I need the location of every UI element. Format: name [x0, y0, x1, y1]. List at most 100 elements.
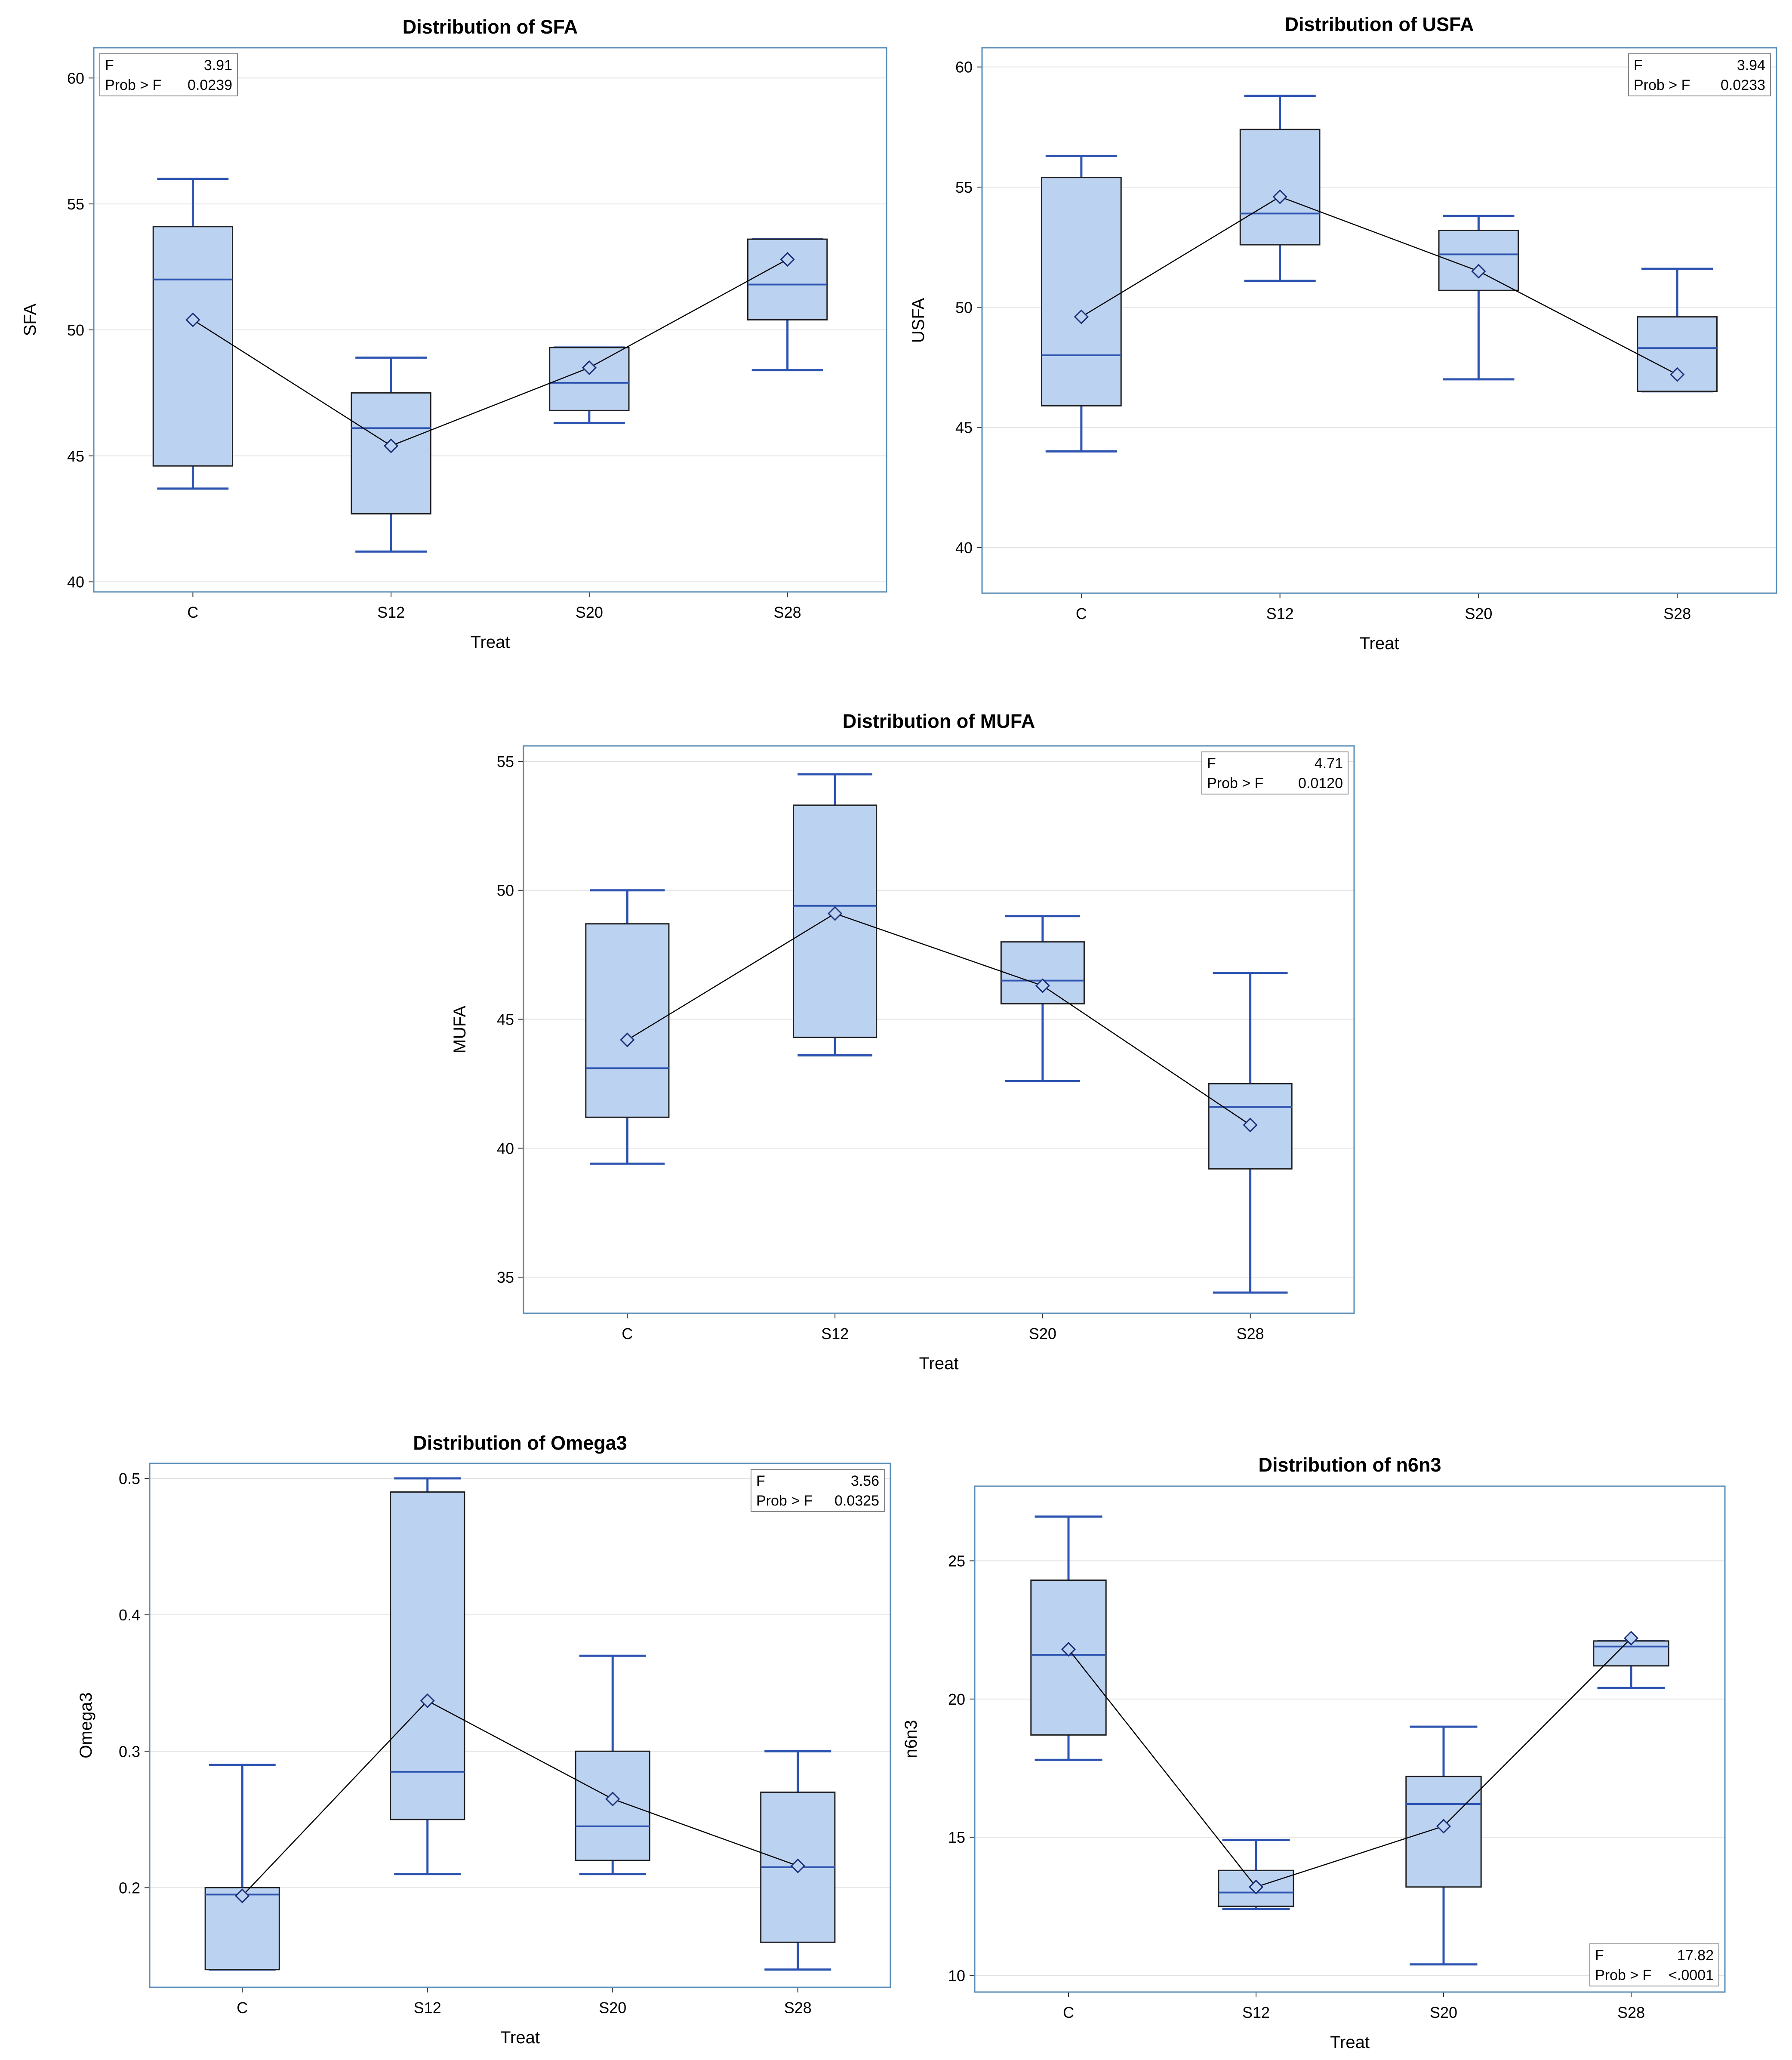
y-axis-label: Omega3: [77, 1692, 95, 1758]
x-tick-label: S12: [1266, 605, 1294, 622]
chart-sfa: Distribution of SFA 40 45 50 55 60 C S12 S20 S28 T…: [21, 16, 887, 652]
box-C: [152, 178, 234, 490]
chart-title: Distribution of SFA: [403, 16, 578, 38]
y-tick-label: 55: [67, 195, 84, 213]
chart-omega3: Distribution of Omega3 0.2 0.3 0.4 0.5 C S12 S2…: [77, 1432, 891, 2047]
iqr-box: [1239, 129, 1321, 246]
plot-frame: [974, 1485, 1726, 1993]
chart-title: Distribution of MUFA: [843, 710, 1035, 732]
prob-label: Prob > F: [1634, 77, 1690, 93]
mean-marker: [620, 1032, 635, 1047]
mean-connect-line: [1068, 1638, 1632, 1888]
x-tick-label: S20: [1430, 2004, 1457, 2021]
y-tick-label: 25: [948, 1552, 965, 1570]
f-label: F: [756, 1473, 765, 1489]
y-tick-label: 60: [67, 69, 84, 87]
plot-frame: [523, 745, 1355, 1314]
y-tick-label: 55: [955, 179, 973, 196]
chart-usfa: Distribution of USFA 40 45 50 55 60 C S12 S20 S28…: [909, 13, 1777, 653]
box-S20: [1405, 1725, 1482, 1966]
y-tick-label: 20: [948, 1690, 965, 1708]
box-S12: [390, 1477, 465, 1875]
x-tick-label: S20: [1465, 605, 1492, 622]
f-label: F: [105, 57, 114, 74]
y-axis-label: SFA: [21, 303, 40, 336]
mean-marker: [185, 312, 200, 327]
iqr-box: [793, 804, 878, 1038]
y-tick-label: 50: [955, 299, 973, 316]
x-tick-label: S20: [1029, 1325, 1056, 1343]
mean-marker: [384, 438, 399, 453]
y-tick-label: 50: [67, 321, 84, 339]
y-tick-label: 50: [497, 882, 514, 899]
prob-label: Prob > F: [756, 1493, 813, 1509]
iqr-box: [1000, 941, 1085, 1005]
f-value: 3.94: [1737, 57, 1765, 74]
iqr-box: [1438, 230, 1519, 291]
mean-connect-line: [627, 913, 1251, 1126]
mean-marker: [790, 1858, 805, 1873]
f-label: F: [1207, 755, 1216, 772]
stats-inset: F 3.94 Prob > F 0.0233: [1628, 53, 1771, 96]
stats-inset-box: [1201, 751, 1349, 794]
f-value: 17.82: [1677, 1947, 1714, 1964]
x-tick-label: S28: [774, 604, 801, 621]
y-tick-label: 45: [955, 419, 973, 437]
y-tick-label: 55: [497, 753, 514, 770]
box-C: [1041, 154, 1122, 453]
y-axis-label: n6n3: [902, 1720, 921, 1758]
f-value: 3.91: [204, 57, 232, 74]
prob-value: <.0001: [1669, 1967, 1714, 1983]
box-S28: [1593, 1640, 1669, 1689]
prob-label: Prob > F: [1595, 1967, 1651, 1983]
x-axis-label: Treat: [500, 2028, 540, 2047]
box-C: [585, 889, 670, 1165]
prob-value: 0.0233: [1721, 77, 1765, 93]
x-tick-label: C: [1076, 605, 1087, 622]
x-tick-label: S28: [1617, 2004, 1645, 2021]
y-tick-label: 40: [497, 1139, 514, 1157]
mean-marker: [1471, 264, 1486, 279]
plot-frame: [93, 47, 887, 593]
stats-inset: F 17.82 Prob > F <.0001: [1589, 1943, 1719, 1986]
iqr-box: [351, 392, 431, 514]
stats-inset: F 3.56 Prob > F 0.0325: [751, 1469, 885, 1512]
box-S20: [1000, 915, 1085, 1082]
x-axis-label: Treat: [1330, 2033, 1370, 2052]
x-tick-label: S28: [1663, 605, 1691, 622]
x-axis-label: Treat: [1360, 634, 1399, 653]
x-axis-label: Treat: [919, 1354, 959, 1373]
y-tick-label: 40: [955, 539, 973, 557]
y-tick-label: 15: [948, 1829, 965, 1846]
mean-connect-line: [192, 259, 788, 446]
mean-marker: [582, 360, 597, 375]
box-S20: [575, 1654, 650, 1875]
f-label: F: [1634, 57, 1643, 74]
iqr-box: [747, 238, 828, 320]
y-axis-label: USFA: [909, 298, 928, 343]
y-tick-label: 0.5: [119, 1470, 140, 1487]
f-value: 4.71: [1315, 755, 1343, 772]
mean-marker: [1035, 978, 1050, 993]
mean-marker: [1436, 1819, 1451, 1834]
box-S28: [1208, 972, 1293, 1294]
stats-inset-box: [99, 53, 238, 96]
x-tick-label: C: [1063, 2004, 1074, 2021]
mean-marker: [1623, 1631, 1639, 1646]
mean-connect-line: [242, 1700, 798, 1897]
x-tick-label: S12: [414, 1999, 441, 2017]
f-label: F: [1595, 1947, 1604, 1964]
y-axis-label: MUFA: [450, 1006, 469, 1053]
x-tick-label: S20: [576, 604, 603, 621]
mean-marker: [1670, 367, 1685, 382]
f-value: 3.56: [851, 1473, 879, 1489]
mean-marker: [828, 906, 843, 921]
y-tick-label: 45: [67, 447, 84, 465]
box-C: [204, 1764, 280, 1971]
prob-value: 0.0325: [834, 1493, 879, 1509]
box-S20: [549, 346, 630, 425]
x-tick-label: S12: [1242, 2004, 1270, 2021]
x-tick-label: S12: [821, 1325, 849, 1343]
x-axis-label: Treat: [471, 633, 510, 652]
box-S12: [1239, 95, 1321, 282]
